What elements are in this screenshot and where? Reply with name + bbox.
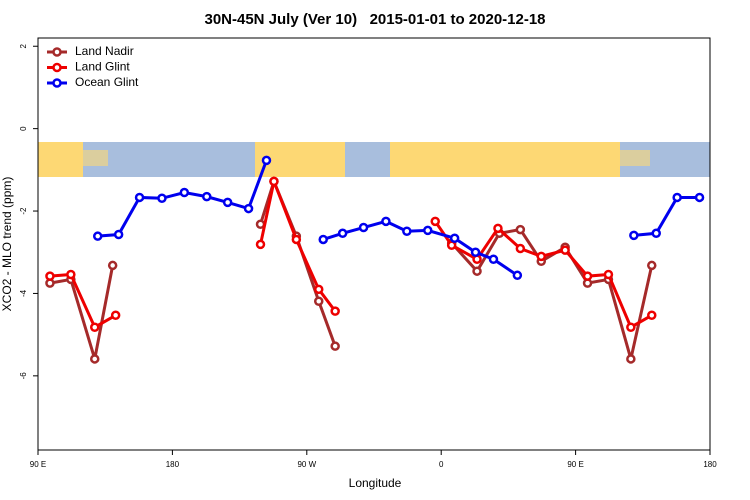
data-point — [201, 191, 212, 202]
data-point — [66, 269, 76, 280]
data-point — [179, 187, 190, 198]
data-point — [626, 354, 636, 364]
data-point — [423, 225, 433, 236]
data-point — [358, 222, 369, 233]
data-point — [89, 322, 100, 332]
land — [83, 150, 108, 166]
x-tick-label: 0 — [439, 460, 444, 469]
data-point — [472, 266, 482, 276]
y-tick-label: -6 — [19, 372, 28, 380]
x-tick-label: 180 — [703, 460, 717, 469]
data-point — [629, 230, 639, 241]
data-point — [536, 251, 547, 262]
legend-marker — [52, 78, 62, 88]
data-point — [647, 260, 657, 271]
legend-label: Land Glint — [75, 60, 130, 74]
y-tick-label: 0 — [19, 126, 28, 131]
y-axis-label: XCO2 - MLO trend (ppm) — [0, 177, 14, 312]
data-point — [45, 271, 55, 281]
legend-marker — [52, 62, 62, 73]
data-point — [318, 234, 328, 245]
chart-title: 30N-45N July (Ver 10) 2015-01-01 to 2020… — [204, 11, 545, 28]
data-point — [626, 322, 636, 332]
x-axis-label: Longitude — [349, 476, 402, 490]
data-point — [488, 254, 499, 264]
data-point — [110, 310, 121, 321]
series-line — [49, 176, 653, 330]
data-point — [89, 354, 100, 364]
x-tick-label: 90 E — [567, 460, 583, 469]
data-point — [512, 270, 523, 281]
data-point — [515, 224, 526, 235]
data-point — [603, 269, 614, 280]
series-line — [49, 176, 654, 360]
data-point — [92, 231, 103, 241]
data-point — [134, 192, 145, 203]
data-point — [582, 271, 593, 281]
data-point — [470, 247, 481, 257]
data-point — [269, 176, 279, 187]
series-line — [97, 159, 700, 277]
x-tick-label: 90 W — [297, 460, 316, 469]
data-point — [330, 306, 340, 316]
data-point — [560, 245, 570, 255]
land — [38, 142, 83, 177]
data-point — [157, 193, 167, 204]
data-point — [337, 228, 348, 239]
data-point — [330, 341, 340, 351]
data-point — [493, 223, 503, 234]
data-point — [113, 229, 124, 240]
x-tick-label: 180 — [166, 460, 180, 469]
data-point — [651, 228, 661, 239]
data-point — [694, 192, 705, 203]
y-tick-label: -2 — [19, 207, 28, 215]
legend-label: Ocean Glint — [75, 75, 139, 89]
legend-label: Land Nadir — [75, 44, 134, 58]
data-point — [313, 296, 324, 307]
y-tick-label: 2 — [19, 43, 28, 48]
plot-frame — [37, 37, 711, 451]
data-point — [647, 310, 657, 321]
legend-marker — [52, 47, 62, 57]
y-tick-label: -4 — [19, 289, 28, 297]
data-point — [222, 197, 233, 208]
data-point — [291, 234, 302, 245]
data-point — [313, 284, 324, 295]
data-point — [449, 233, 460, 243]
map-strip — [38, 142, 710, 177]
data-point — [381, 216, 391, 227]
data-point — [261, 155, 272, 166]
x-tick-label: 90 E — [30, 460, 46, 469]
data-point — [243, 203, 254, 214]
data-point — [255, 239, 266, 250]
data-point — [672, 192, 682, 203]
data-point — [402, 226, 412, 236]
data-point — [107, 260, 118, 271]
data-point — [515, 243, 526, 254]
land — [390, 142, 620, 177]
land — [620, 150, 650, 166]
data-point — [430, 216, 440, 227]
